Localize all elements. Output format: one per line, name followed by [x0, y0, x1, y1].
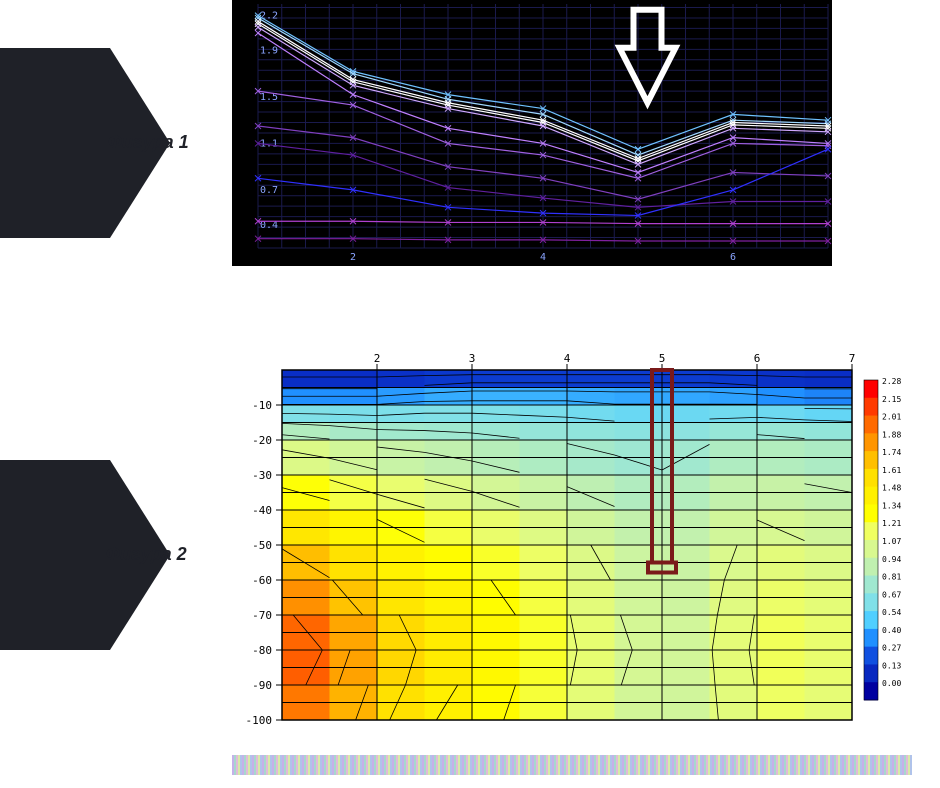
svg-text:1.88: 1.88	[882, 430, 901, 439]
svg-text:0.81: 0.81	[882, 573, 901, 582]
svg-text:-60: -60	[252, 574, 272, 587]
svg-text:0.67: 0.67	[882, 590, 901, 599]
svg-text:-90: -90	[252, 679, 272, 692]
svg-text:0.54: 0.54	[882, 608, 901, 617]
svg-text:4: 4	[540, 252, 546, 263]
svg-text:1.9: 1.9	[260, 45, 278, 56]
pentagon-marker-1	[0, 48, 110, 238]
svg-text:0.40: 0.40	[882, 626, 901, 635]
svg-text:2: 2	[374, 352, 381, 365]
pentagon-marker-2	[0, 460, 110, 650]
svg-text:1.21: 1.21	[882, 519, 901, 528]
noise-strip	[232, 755, 912, 775]
svg-text:-20: -20	[252, 434, 272, 447]
svg-text:-10: -10	[252, 399, 272, 412]
svg-text:1.74: 1.74	[882, 448, 901, 457]
svg-text:3: 3	[469, 352, 476, 365]
svg-text:-30: -30	[252, 469, 272, 482]
svg-text:7: 7	[849, 352, 856, 365]
svg-text:1.61: 1.61	[882, 466, 901, 475]
page-root: Фигура 1 0.40.71.11.51.92.2246 Фигура 2 …	[0, 0, 940, 788]
svg-text:1.48: 1.48	[882, 484, 901, 493]
svg-text:-100: -100	[246, 714, 273, 727]
svg-text:6: 6	[754, 352, 761, 365]
figure2-chart: 2 3 4 5 6 7 -10 -20 -30 -40 -50 -60 -70 -80 -90 -100 2.2…	[232, 350, 912, 730]
svg-text:-40: -40	[252, 504, 272, 517]
svg-text:2.15: 2.15	[882, 395, 901, 404]
svg-text:1.07: 1.07	[882, 537, 901, 546]
svg-text:6: 6	[730, 252, 736, 263]
svg-text:0.27: 0.27	[882, 644, 901, 653]
figure1-label: Фигура 1	[108, 132, 189, 153]
svg-text:2.01: 2.01	[882, 413, 901, 422]
svg-text:-50: -50	[252, 539, 272, 552]
svg-text:1.34: 1.34	[882, 501, 901, 510]
svg-text:0.13: 0.13	[882, 661, 901, 670]
svg-text:2.28: 2.28	[882, 377, 901, 386]
figure1-chart: 0.40.71.11.51.92.2246	[232, 0, 832, 266]
svg-text:0.7: 0.7	[260, 185, 278, 196]
svg-text:-80: -80	[252, 644, 272, 657]
svg-text:4: 4	[564, 352, 571, 365]
svg-text:0.94: 0.94	[882, 555, 901, 564]
svg-text:0.00: 0.00	[882, 679, 901, 688]
svg-text:5: 5	[659, 352, 666, 365]
figure2-label: Фигура 2	[106, 544, 187, 565]
svg-text:2.2: 2.2	[260, 11, 278, 22]
svg-text:-70: -70	[252, 609, 272, 622]
svg-text:2: 2	[350, 252, 356, 263]
